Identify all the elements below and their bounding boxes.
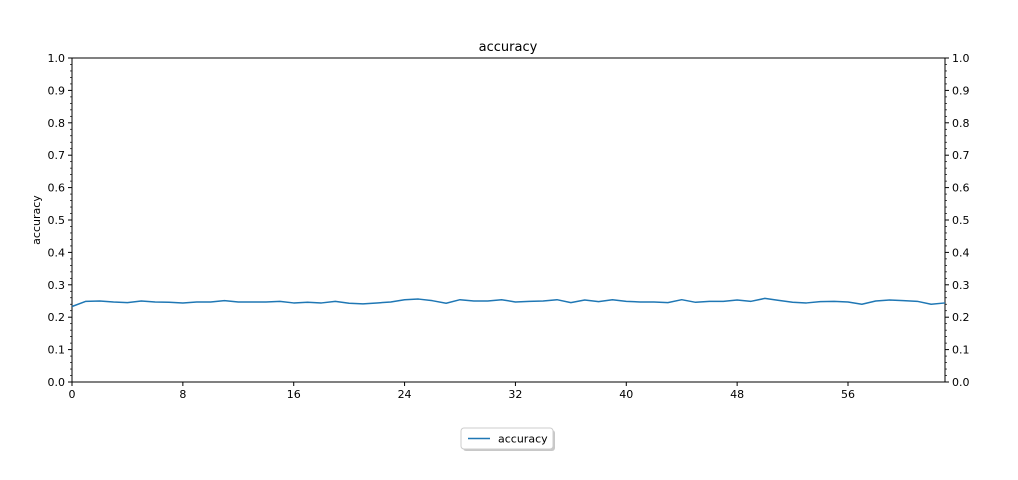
x-tick-label: 48 [730,388,744,401]
y-tick-label-left: 0.9 [48,84,66,97]
y-tick-label-left: 0.7 [48,149,66,162]
x-tick-label: 40 [619,388,633,401]
y-axis-label: accuracy [30,195,43,245]
y-tick-label-right: 0.3 [952,279,970,292]
y-tick-label-right: 0.6 [952,182,970,195]
x-tick-label: 16 [287,388,301,401]
y-tick-label-left: 0.0 [48,376,66,389]
y-tick-label-right: 0.0 [952,376,970,389]
y-tick-label-right: 0.7 [952,149,970,162]
y-tick-label-left: 0.8 [48,117,66,130]
x-tick-label: 24 [398,388,412,401]
y-tick-label-right: 0.2 [952,311,970,324]
legend-box [460,427,554,450]
y-tick-label-left: 0.2 [48,311,66,324]
plot-frame [71,57,946,383]
x-tick-label: 8 [179,388,186,401]
y-tick-label-right: 0.5 [952,214,970,227]
y-tick-label-left: 0.5 [48,214,66,227]
y-tick-label-right: 0.9 [952,84,970,97]
y-tick-label-left: 0.6 [48,182,66,195]
y-tick-label-right: 1.0 [952,52,970,65]
legend-label: accuracy [498,433,548,446]
series-line-accuracy [71,297,946,308]
y-tick-label-left: 0.4 [48,246,66,259]
y-tick-label-left: 0.3 [48,279,66,292]
y-tick-label-right: 0.1 [952,344,970,357]
x-tick-label: 56 [841,388,855,401]
y-tick-label-right: 0.8 [952,117,970,130]
y-tick-label-left: 1.0 [48,52,66,65]
legend: accuracy [460,427,555,451]
y-tick-label-left: 0.1 [48,344,66,357]
y-tick-label-right: 0.4 [952,246,970,259]
plot-area: 0.0 0.0 0.1 0.1 0.2 0.2 0.3 0.3 0.4 0.4 0.5 0.5 0.6 0… [48,52,970,401]
x-tick-label: 32 [508,388,522,401]
x-tick-label: 0 [69,388,76,401]
chart-title: accuracy [479,40,538,55]
